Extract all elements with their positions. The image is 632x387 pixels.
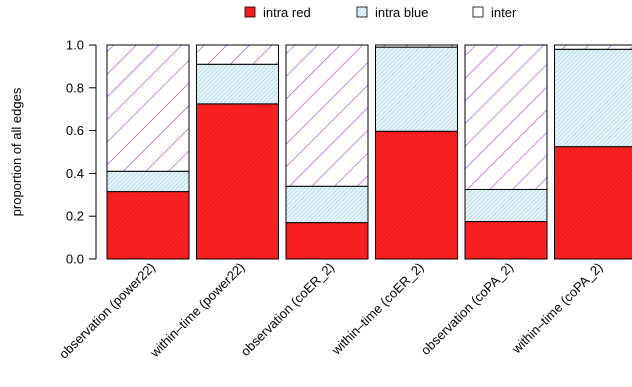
x-tick-label: within–time (power22): [146, 260, 247, 361]
bar-group: [196, 44, 279, 260]
bar-group: [106, 44, 190, 260]
y-axis: 0.0 0.2 0.4 0.6 0.8 1.0: [66, 38, 97, 267]
bar-group: [375, 44, 458, 260]
y-tick-label: 0.8: [66, 80, 84, 95]
bar-segment-inter: [196, 44, 279, 65]
legend-swatch-intra-blue: [356, 6, 368, 18]
legend-item-inter: inter: [472, 5, 517, 20]
legend-item-intra-blue: intra blue: [356, 5, 428, 20]
legend: intra red intra blue inter: [244, 5, 517, 20]
bar-group: [554, 44, 632, 260]
x-tick-label: observation (coPA_2): [418, 260, 516, 358]
bar-segment-intra-red: [554, 146, 632, 260]
bar-segment-intra-red: [196, 103, 279, 260]
bar-segment-intra-red: [375, 130, 458, 260]
bar-segment-intra-blue: [106, 170, 190, 193]
y-axis-label: proportion of all edges: [9, 87, 24, 216]
y-tick-label: 0.6: [66, 123, 84, 138]
bar-segment-intra-blue: [464, 188, 548, 223]
legend-item-intra-red: intra red: [244, 5, 311, 20]
y-tick-label: 0.2: [66, 209, 84, 224]
bar-group: [285, 44, 369, 260]
bar-segment-inter: [285, 44, 369, 187]
bars: [106, 44, 632, 260]
bar-segment-intra-red: [464, 221, 548, 260]
legend-swatch-inter: [472, 6, 484, 18]
legend-label-inter: inter: [491, 5, 517, 20]
bar-group: [464, 44, 548, 260]
bar-segment-intra-blue: [375, 46, 458, 132]
y-tick-label: 1.0: [66, 38, 84, 53]
x-tick-label: within–time (coER_2): [328, 260, 427, 359]
bar-segment-intra-red: [285, 222, 369, 260]
bar-segment-intra-blue: [554, 48, 632, 148]
y-tick-label: 0.4: [66, 166, 84, 181]
bar-segment-inter: [375, 44, 458, 48]
legend-label-intra-blue: intra blue: [375, 5, 428, 20]
bar-segment-intra-blue: [196, 63, 279, 105]
bar-segment-intra-red: [106, 191, 190, 260]
legend-label-intra-red: intra red: [263, 5, 311, 20]
x-tick-label: within–time (coPA_2): [508, 260, 605, 357]
bar-segment-inter: [106, 44, 190, 172]
x-tick-label: observation (power22): [56, 260, 158, 362]
x-tick-label: observation (coER_2): [238, 260, 338, 360]
bar-segment-intra-blue: [285, 185, 369, 224]
bar-segment-inter: [554, 44, 632, 50]
legend-swatch-intra-red: [244, 6, 256, 18]
bar-segment-inter: [464, 44, 548, 190]
x-axis-labels: observation (power22)within–time (power2…: [56, 260, 606, 362]
y-tick-label: 0.0: [66, 252, 84, 267]
